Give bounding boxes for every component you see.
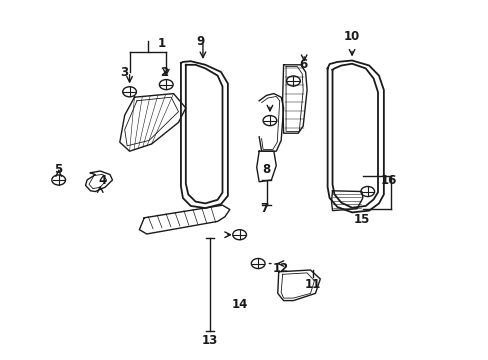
Text: 5: 5 bbox=[55, 163, 62, 176]
Text: 14: 14 bbox=[231, 298, 247, 311]
Text: 9: 9 bbox=[196, 35, 204, 48]
Text: 13: 13 bbox=[202, 334, 218, 347]
Text: 11: 11 bbox=[304, 278, 321, 291]
Text: 12: 12 bbox=[272, 262, 289, 275]
Text: 16: 16 bbox=[380, 174, 396, 186]
Text: 4: 4 bbox=[99, 174, 106, 186]
Text: 15: 15 bbox=[353, 213, 369, 226]
Text: 10: 10 bbox=[343, 30, 360, 42]
Text: 1: 1 bbox=[157, 37, 165, 50]
Text: 3: 3 bbox=[121, 66, 128, 78]
Text: 6: 6 bbox=[299, 58, 306, 71]
Text: 8: 8 bbox=[262, 163, 270, 176]
Text: 7: 7 bbox=[260, 202, 267, 215]
Text: 2: 2 bbox=[160, 66, 167, 78]
